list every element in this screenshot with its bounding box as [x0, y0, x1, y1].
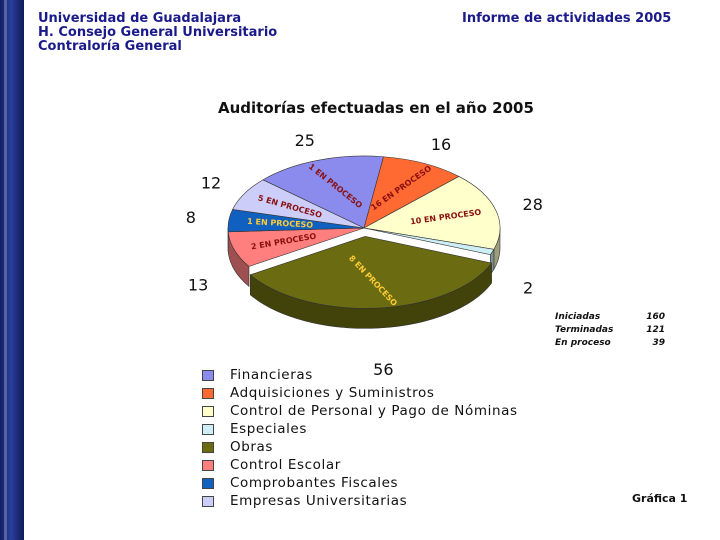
- pie-slice: [262, 155, 384, 229]
- slice-value-label: 8: [186, 208, 196, 227]
- legend-swatch: [202, 424, 214, 435]
- legend-label: Control Escolar: [230, 457, 341, 473]
- legend-label: Financieras: [230, 367, 313, 383]
- summary-table: Iniciadas 160 Terminadas 121 En proceso …: [555, 312, 665, 351]
- slice-value-label: 2: [523, 278, 533, 297]
- legend-swatch: [202, 496, 214, 507]
- slice-value-label: 16: [431, 135, 451, 154]
- legend-label: Control de Personal y Pago de Nóminas: [230, 403, 518, 419]
- slice-value-label: 25: [295, 131, 315, 150]
- slice-value-label: 56: [373, 360, 393, 379]
- pie-slice: [232, 179, 365, 229]
- summary-row: En proceso 39: [555, 338, 665, 351]
- legend-swatch: [202, 388, 214, 399]
- left-decorative-band: [0, 0, 24, 540]
- institution-line-2: H. Consejo General Universitario: [38, 25, 278, 40]
- pie-slice: [363, 156, 460, 229]
- legend-swatch: [202, 478, 214, 489]
- legend-swatch: [202, 442, 214, 453]
- summary-value: 121: [646, 325, 665, 335]
- legend-swatch: [202, 406, 214, 417]
- slice-value-label: 28: [523, 195, 543, 214]
- legend-swatch: [202, 460, 214, 471]
- legend-label: Especiales: [230, 421, 307, 437]
- summary-label: Terminadas: [555, 325, 614, 335]
- pie-slice: [363, 176, 501, 250]
- pie-slice: [249, 236, 493, 309]
- figure-caption: Gráfica 1: [632, 492, 688, 505]
- legend-swatch: [202, 370, 214, 381]
- summary-row: Iniciadas 160: [555, 312, 665, 325]
- slice-value-label: 13: [188, 275, 208, 294]
- summary-value: 160: [646, 312, 665, 322]
- institution-line-1: Universidad de Guadalajara: [38, 11, 242, 26]
- summary-value: 39: [652, 338, 665, 348]
- legend-label: Obras: [230, 439, 274, 455]
- institution-line-3: Contraloría General: [38, 39, 182, 54]
- legend-label: Comprobantes Fiscales: [230, 475, 399, 491]
- pie-slice: [363, 227, 495, 256]
- slice-status-label: 1 EN PROCESO: [247, 217, 314, 230]
- slice-value-label: 12: [201, 174, 221, 193]
- summary-row: Terminadas 121: [555, 325, 665, 338]
- legend-label: Empresas Universitarias: [230, 493, 408, 509]
- legend-label: Adquisiciones y Suministros: [230, 385, 435, 401]
- chart-title: Auditorías efectuadas en el año 2005: [218, 99, 534, 117]
- summary-label: En proceso: [555, 338, 611, 348]
- institution-header: Universidad de Guadalajara H. Consejo Ge…: [38, 12, 277, 54]
- report-title: Informe de actividades 2005: [462, 11, 672, 26]
- summary-label: Iniciadas: [555, 312, 601, 322]
